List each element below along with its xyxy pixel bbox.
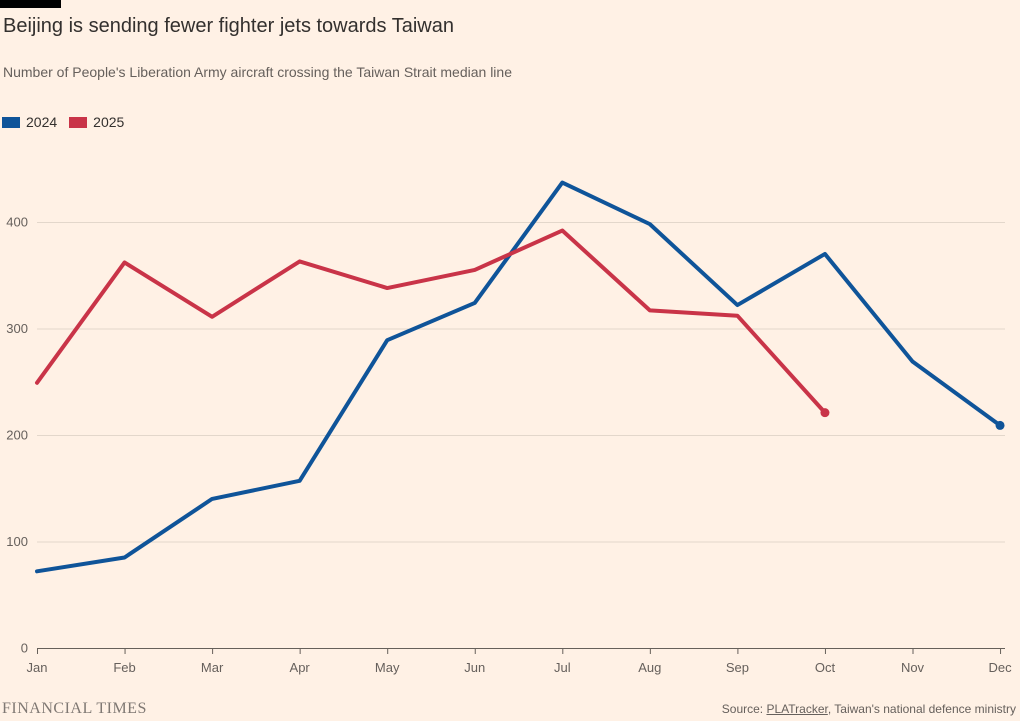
svg-text:Jan: Jan: [27, 660, 48, 675]
legend-item-2024: 2024: [2, 114, 57, 130]
svg-text:300: 300: [6, 321, 28, 336]
ft-masthead: FINANCIAL TIMES: [2, 700, 147, 717]
source-note: Source: PLATracker, Taiwan's national de…: [722, 702, 1016, 716]
svg-text:200: 200: [6, 428, 28, 443]
source-suffix: , Taiwan's national defence ministry: [827, 702, 1016, 716]
svg-text:Oct: Oct: [815, 660, 836, 675]
legend-item-2025: 2025: [69, 114, 124, 130]
source-link[interactable]: PLATracker: [766, 702, 828, 716]
svg-text:Apr: Apr: [290, 660, 311, 675]
svg-text:100: 100: [6, 534, 28, 549]
svg-text:Feb: Feb: [113, 660, 135, 675]
svg-text:Nov: Nov: [901, 660, 925, 675]
svg-text:Sep: Sep: [726, 660, 749, 675]
top-accent-bar: [0, 0, 61, 8]
svg-text:0: 0: [21, 641, 28, 656]
legend-swatch-2025-icon: [69, 116, 88, 128]
svg-text:Mar: Mar: [201, 660, 224, 675]
svg-text:Jun: Jun: [464, 660, 485, 675]
legend-swatch-2024-icon: [2, 116, 20, 128]
svg-text:May: May: [375, 660, 400, 675]
legend-label-2024: 2024: [26, 114, 58, 130]
chart-subtitle: Number of People's Liberation Army aircr…: [3, 64, 512, 80]
legend-label-2025: 2025: [93, 114, 125, 130]
chart-title: Beijing is sending fewer fighter jets to…: [3, 15, 454, 37]
svg-text:Dec: Dec: [988, 660, 1012, 675]
chart-legend: 2024 2025: [2, 114, 124, 130]
svg-text:Aug: Aug: [638, 660, 661, 675]
svg-text:400: 400: [6, 215, 28, 230]
source-prefix: Source:: [721, 702, 767, 716]
svg-text:Jul: Jul: [554, 660, 571, 675]
